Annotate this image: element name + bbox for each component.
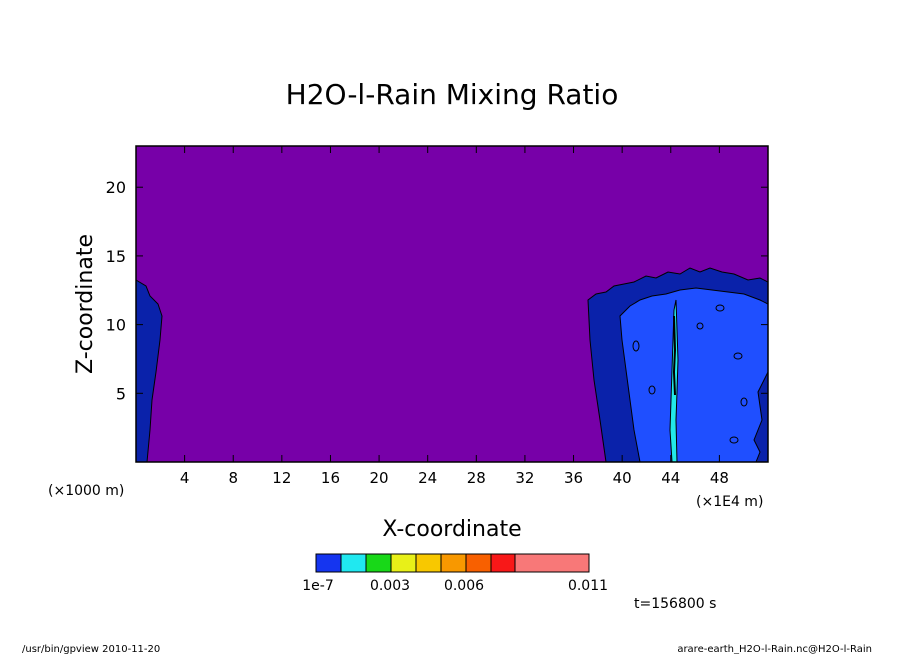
- x-tick-label: 16: [321, 469, 340, 487]
- contour-region-right-inner: [619, 287, 769, 463]
- x-tick-label: 40: [613, 469, 632, 487]
- y-tick-label: 15: [106, 247, 126, 266]
- y-tick-label: 5: [116, 384, 126, 403]
- footer-right: arare-earth_H2O-l-Rain.nc@H2O-l-Rain: [677, 644, 872, 654]
- x-tick-label: 4: [180, 469, 190, 487]
- colorbar-swatch: [415, 553, 442, 573]
- y-axis-label: Z-coordinate: [73, 234, 98, 374]
- x-tick-label: 8: [228, 469, 238, 487]
- footer-left: /usr/bin/gpview 2010-11-20: [22, 644, 160, 654]
- x-tick-label: 28: [467, 469, 486, 487]
- chart-title: H2O-l-Rain Mixing Ratio: [286, 78, 619, 111]
- contour-island: [632, 340, 640, 352]
- x-tick-label: 32: [515, 469, 534, 487]
- colorbar-swatch: [365, 553, 392, 573]
- y-tick-label: 20: [106, 178, 126, 197]
- colorbar-label-3: 0.006: [444, 578, 484, 594]
- colorbar-swatch: [465, 553, 492, 573]
- colorbar-label-1: 1e-7: [302, 578, 333, 594]
- colorbar-label-4: 0.011: [568, 578, 608, 594]
- colorbar-swatch: [340, 553, 367, 573]
- plot-area: [135, 145, 769, 463]
- time-label: t=156800 s: [634, 596, 716, 612]
- x-tick-label: 12: [272, 469, 291, 487]
- contour-island: [729, 436, 739, 444]
- contour-island: [733, 352, 743, 360]
- x-unit-right: (×1E4 m): [696, 494, 763, 510]
- contour-island: [696, 322, 704, 330]
- y-tick-label: 10: [106, 316, 126, 335]
- x-tick-label: 48: [710, 469, 729, 487]
- colorbar-swatch: [440, 553, 467, 573]
- x-tick-label: 24: [418, 469, 437, 487]
- x-axis-label: X-coordinate: [382, 517, 521, 542]
- colorbar-swatch: [390, 553, 417, 573]
- x-tick-label: 44: [661, 469, 680, 487]
- colorbar-label-2: 0.003: [370, 578, 410, 594]
- y-axis: 5 10 15 20: [106, 178, 768, 403]
- x-axis: 4 8 12 16 20 24 28 32 36 40 44 48: [180, 146, 729, 487]
- x-tick-label: 20: [370, 469, 389, 487]
- plot-frame: [135, 145, 769, 463]
- colorbar-swatch: [315, 553, 342, 573]
- x-tick-label: 36: [564, 469, 583, 487]
- colorbar: [315, 553, 590, 573]
- contour-island: [715, 304, 725, 312]
- colorbar-swatch: [490, 553, 516, 573]
- contour-island: [740, 397, 748, 407]
- contour-island: [648, 385, 656, 395]
- colorbar-swatch: [514, 553, 590, 573]
- contour-line-core: [672, 315, 677, 396]
- x-unit-left: (×1000 m): [48, 483, 124, 499]
